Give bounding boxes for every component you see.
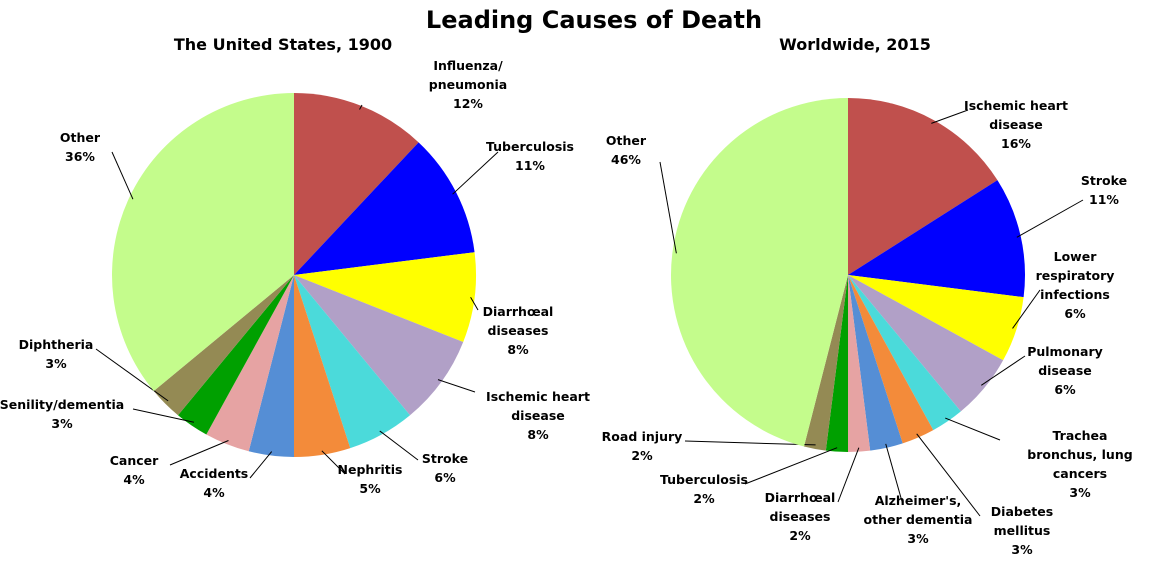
value-label: 2% xyxy=(789,528,811,543)
leader-line xyxy=(452,151,499,195)
value-label: 6% xyxy=(434,470,456,485)
value-label: 3% xyxy=(1069,485,1091,500)
leader-line xyxy=(132,408,195,423)
leader-line xyxy=(684,440,816,446)
leader-line xyxy=(111,151,134,200)
pie-slice xyxy=(848,180,1025,298)
pie-slice xyxy=(848,98,998,275)
value-label: 12% xyxy=(453,96,483,111)
value-label: 3% xyxy=(907,531,929,546)
pie-slice xyxy=(294,275,464,416)
value-label: 8% xyxy=(507,342,529,357)
slice-label: Diphtheria xyxy=(19,337,94,352)
slice-label: Ischemic heart disease xyxy=(486,389,590,423)
pie-slice xyxy=(294,93,419,275)
value-label: 36% xyxy=(65,149,95,164)
slice-label: Trachea bronchus, lung cancers xyxy=(1027,428,1132,481)
pie-slice xyxy=(848,275,903,451)
slice-label: Influenza/pneumonia xyxy=(429,58,507,92)
value-label: 2% xyxy=(693,491,715,506)
slice-label: Accidents xyxy=(180,466,249,481)
leader-line xyxy=(379,430,419,461)
pie-slice xyxy=(848,275,934,444)
leader-line xyxy=(659,161,677,254)
value-label: 3% xyxy=(45,356,67,371)
slice-label: Cancer xyxy=(110,453,159,468)
chart-title: The United States, 1900 xyxy=(174,35,392,54)
leader-line xyxy=(437,379,476,393)
value-label: 8% xyxy=(527,427,549,442)
slice-label: Other xyxy=(606,133,647,148)
slice-label: Pulmonary disease xyxy=(1027,344,1103,378)
pie-slice xyxy=(803,275,848,451)
leader-line xyxy=(359,104,363,110)
value-label: 4% xyxy=(123,472,145,487)
leader-line xyxy=(981,355,1026,386)
leader-line xyxy=(249,451,273,479)
value-label: 4% xyxy=(203,485,225,500)
pie-slice xyxy=(294,142,475,275)
leader-line xyxy=(321,450,346,475)
value-label: 11% xyxy=(515,158,545,173)
slice-label: Lower respiratory infections xyxy=(1036,249,1115,302)
leader-line xyxy=(169,440,229,466)
slice-label: Diarrhœal diseases xyxy=(765,490,836,524)
slice-label: Tuberculosis xyxy=(660,472,748,487)
pie-slice xyxy=(848,275,1004,412)
leader-line xyxy=(885,443,904,506)
pie-slice xyxy=(825,275,848,452)
leader-line xyxy=(916,433,981,517)
leader-line xyxy=(470,297,479,311)
leader-line xyxy=(931,109,969,124)
value-label: 6% xyxy=(1064,306,1086,321)
slice-label: Stroke xyxy=(422,451,468,466)
pie-slice xyxy=(671,98,848,447)
slice-label: Senility/dementia xyxy=(0,397,124,412)
pie-slice xyxy=(111,92,294,392)
value-label: 6% xyxy=(1054,382,1076,397)
pie-slice xyxy=(294,275,351,457)
value-label: 16% xyxy=(1001,136,1031,151)
pie-slice xyxy=(153,275,294,416)
value-label: 3% xyxy=(51,416,73,431)
value-label: 5% xyxy=(359,481,381,496)
chart-title: Worldwide, 2015 xyxy=(779,35,931,54)
leader-line xyxy=(837,447,860,503)
slice-label: Road injury xyxy=(602,429,683,444)
slice-label: Ischemic heart disease xyxy=(964,98,1068,132)
leader-line xyxy=(744,447,838,485)
slice-label: Nephritis xyxy=(338,462,403,477)
slice-label: Alzheimer's, other dementia xyxy=(864,493,973,527)
slice-label: Diabetes mellitus xyxy=(991,504,1053,538)
slice-label: Stroke xyxy=(1081,173,1127,188)
pie-slice xyxy=(248,275,294,457)
pie-slice xyxy=(177,275,294,435)
pie-slice xyxy=(848,275,871,452)
pie-slice xyxy=(848,275,961,431)
leader-line xyxy=(1016,199,1084,238)
value-label: 11% xyxy=(1089,192,1119,207)
pie-slice xyxy=(294,275,411,449)
value-label: 2% xyxy=(631,448,653,463)
leader-line xyxy=(945,417,1001,441)
figure-title: Leading Causes of Death xyxy=(426,6,762,34)
leader-line xyxy=(95,348,169,402)
leader-line xyxy=(1012,289,1041,329)
pie-slice xyxy=(848,275,1024,361)
value-label: 46% xyxy=(611,152,641,167)
pie-slice xyxy=(294,252,476,342)
slice-label: Other xyxy=(60,130,101,145)
slice-label: Tuberculosis xyxy=(486,139,574,154)
value-label: 3% xyxy=(1011,542,1033,557)
pie-slice xyxy=(206,275,294,452)
slice-label: Diarrhœal diseases xyxy=(483,304,554,338)
